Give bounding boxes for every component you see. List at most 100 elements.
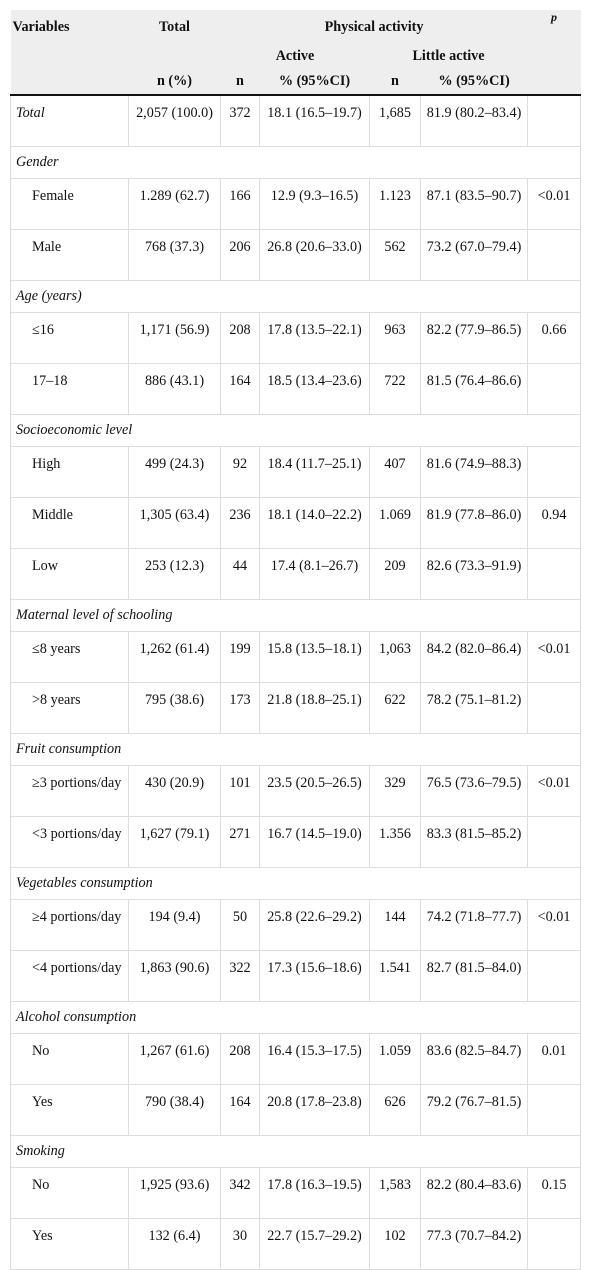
cell-total: 1,627 (79.1) bbox=[128, 815, 221, 868]
category-label: Alcohol consumption bbox=[9, 1000, 582, 1034]
table-row: Middle 1,305 (63.4) 236 18.1 (14.0–22.2) 1.0… bbox=[10, 496, 582, 549]
cell-n-active: 50 bbox=[220, 898, 260, 951]
table-header: Variables Total Physical activity p Acti… bbox=[10, 10, 581, 95]
cell-n-little: 562 bbox=[369, 228, 421, 281]
cell-pct-active: 25.8 (22.6–29.2) bbox=[259, 898, 370, 951]
category-label: Fruit consumption bbox=[9, 732, 582, 766]
category-label: Socioeconomic level bbox=[9, 413, 582, 447]
cell-variable: ≤16 bbox=[10, 311, 129, 364]
cell-pct-active: 18.1 (16.5–19.7) bbox=[259, 94, 370, 147]
cell-total: 1,262 (61.4) bbox=[128, 630, 221, 683]
cell-total: 768 (37.3) bbox=[128, 228, 221, 281]
cell-pct-little: 82.6 (73.3–91.9) bbox=[419, 547, 529, 600]
cell-p bbox=[527, 681, 582, 734]
cell-n-little: 144 bbox=[369, 898, 421, 951]
cell-total: 1,305 (63.4) bbox=[128, 496, 221, 549]
cell-pct-little: 81.5 (76.4–86.6) bbox=[419, 362, 529, 415]
table-row: >8 years 795 (38.6) 173 21.8 (18.8–25.1) 622… bbox=[10, 681, 582, 734]
cell-n-little: 1,685 bbox=[369, 94, 421, 147]
table-row: High 499 (24.3) 92 18.4 (11.7–25.1) 407 81.6 … bbox=[10, 445, 582, 498]
cell-variable: ≥3 portions/day bbox=[10, 764, 129, 817]
cell-p: 0.66 bbox=[527, 311, 582, 364]
cell-p: 0.01 bbox=[527, 1032, 582, 1085]
cell-pct-active: 17.8 (13.5–22.1) bbox=[259, 311, 370, 364]
header-n-active: n bbox=[236, 73, 244, 89]
cell-total: 132 (6.4) bbox=[128, 1217, 221, 1270]
table-row: <4 portions/day 1,863 (90.6) 322 17.3 (15.6… bbox=[10, 949, 582, 1002]
cell-p bbox=[527, 815, 582, 868]
cell-p bbox=[527, 94, 582, 147]
cell-n-little: 1.356 bbox=[369, 815, 421, 868]
cell-total: 1.289 (62.7) bbox=[128, 177, 221, 230]
cell-total: 886 (43.1) bbox=[128, 362, 221, 415]
category-label: Maternal level of schooling bbox=[9, 598, 582, 632]
cell-n-active: 166 bbox=[220, 177, 260, 230]
cell-n-little: 622 bbox=[369, 681, 421, 734]
cell-n-little: 1,063 bbox=[369, 630, 421, 683]
cell-pct-active: 17.8 (16.3–19.5) bbox=[259, 1166, 370, 1219]
cell-n-little: 102 bbox=[369, 1217, 421, 1270]
table-row: Yes 790 (38.4) 164 20.8 (17.8–23.8) 626 79.2 … bbox=[10, 1083, 582, 1136]
cell-variable: Yes bbox=[10, 1083, 129, 1136]
cell-p bbox=[527, 1083, 582, 1136]
table-row: ≤8 years 1,262 (61.4) 199 15.8 (13.5–18.1) 1… bbox=[10, 630, 582, 683]
cell-n-little: 1,583 bbox=[369, 1166, 421, 1219]
header-little-active: Little active bbox=[412, 48, 485, 64]
cell-pct-little: 87.1 (83.5–90.7) bbox=[419, 177, 529, 230]
cell-pct-active: 21.8 (18.8–25.1) bbox=[259, 681, 370, 734]
cell-n-active: 199 bbox=[220, 630, 260, 683]
cell-pct-little: 78.2 (75.1–81.2) bbox=[419, 681, 529, 734]
cell-pct-little: 77.3 (70.7–84.2) bbox=[419, 1217, 529, 1270]
category-row: Smoking bbox=[9, 1134, 582, 1168]
cell-p bbox=[527, 445, 582, 498]
cell-variable: Total bbox=[10, 94, 129, 147]
cell-total: 1,925 (93.6) bbox=[128, 1166, 221, 1219]
cell-p: 0.15 bbox=[527, 1166, 582, 1219]
cell-pct-little: 81.6 (74.9–88.3) bbox=[419, 445, 529, 498]
cell-total: 1,171 (56.9) bbox=[128, 311, 221, 364]
cell-pct-little: 79.2 (76.7–81.5) bbox=[419, 1083, 529, 1136]
header-p: p bbox=[551, 10, 558, 24]
cell-n-active: 101 bbox=[220, 764, 260, 817]
cell-pct-little: 76.5 (73.6–79.5) bbox=[419, 764, 529, 817]
cell-pct-active: 16.7 (14.5–19.0) bbox=[259, 815, 370, 868]
cell-n-little: 209 bbox=[369, 547, 421, 600]
cell-n-active: 208 bbox=[220, 1032, 260, 1085]
cell-pct-little: 81.9 (80.2–83.4) bbox=[419, 94, 529, 147]
cell-variable: Low bbox=[10, 547, 129, 600]
cell-pct-active: 18.5 (13.4–23.6) bbox=[259, 362, 370, 415]
cell-variable: <3 portions/day bbox=[10, 815, 129, 868]
cell-pct-little: 73.2 (67.0–79.4) bbox=[419, 228, 529, 281]
cell-pct-little: 83.3 (81.5–85.2) bbox=[419, 815, 529, 868]
header-pct-ci-active: % (95%CI) bbox=[278, 73, 351, 89]
cell-n-active: 173 bbox=[220, 681, 260, 734]
cell-p: <0.01 bbox=[527, 177, 582, 230]
cell-pct-little: 82.2 (77.9–86.5) bbox=[419, 311, 529, 364]
cell-variable: High bbox=[10, 445, 129, 498]
table-row: Female 1.289 (62.7) 166 12.9 (9.3–16.5) 1.12… bbox=[10, 177, 582, 230]
cell-p bbox=[527, 949, 582, 1002]
category-label: Age (years) bbox=[9, 279, 582, 313]
cell-p bbox=[527, 228, 582, 281]
cell-n-little: 1.541 bbox=[369, 949, 421, 1002]
cell-pct-little: 83.6 (82.5–84.7) bbox=[419, 1032, 529, 1085]
cell-p bbox=[527, 547, 582, 600]
cell-total: 194 (9.4) bbox=[128, 898, 221, 951]
table-row: ≤16 1,171 (56.9) 208 17.8 (13.5–22.1) 963 82.… bbox=[10, 311, 582, 364]
cell-n-little: 626 bbox=[369, 1083, 421, 1136]
cell-pct-little: 82.2 (80.4–83.6) bbox=[419, 1166, 529, 1219]
cell-total: 795 (38.6) bbox=[128, 681, 221, 734]
cell-p: <0.01 bbox=[527, 630, 582, 683]
category-row: Fruit consumption bbox=[9, 732, 582, 766]
header-variables: Variables bbox=[12, 18, 70, 35]
cell-pct-active: 15.8 (13.5–18.1) bbox=[259, 630, 370, 683]
cell-n-active: 164 bbox=[220, 362, 260, 415]
cell-pct-active: 23.5 (20.5–26.5) bbox=[259, 764, 370, 817]
cell-pct-active: 12.9 (9.3–16.5) bbox=[259, 177, 370, 230]
cell-n-active: 164 bbox=[220, 1083, 260, 1136]
table-row: No 1,925 (93.6) 342 17.8 (16.3–19.5) 1,583 82… bbox=[10, 1166, 582, 1219]
cell-p bbox=[527, 362, 582, 415]
cell-pct-little: 82.7 (81.5–84.0) bbox=[419, 949, 529, 1002]
cell-total: 790 (38.4) bbox=[128, 1083, 221, 1136]
cell-n-active: 44 bbox=[220, 547, 260, 600]
